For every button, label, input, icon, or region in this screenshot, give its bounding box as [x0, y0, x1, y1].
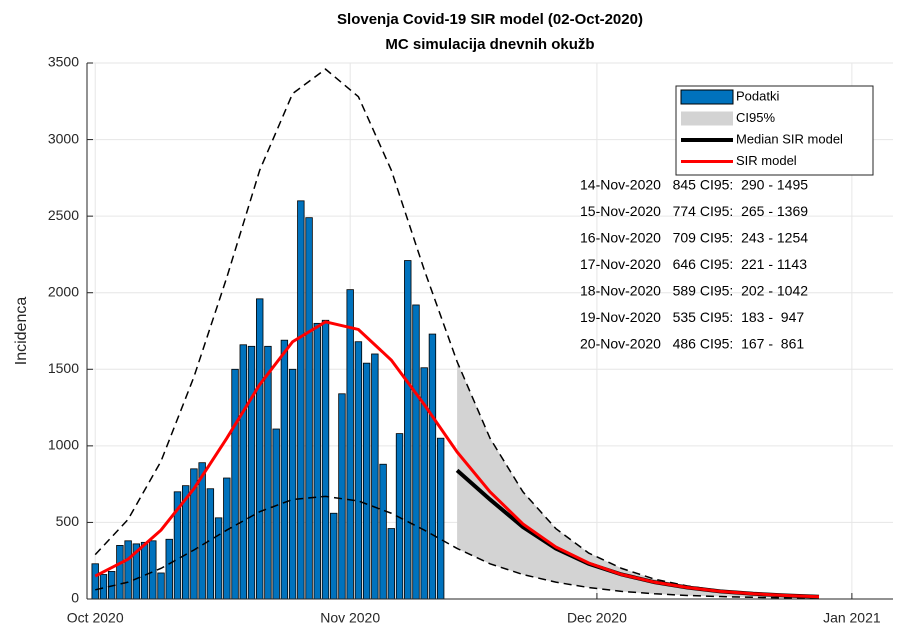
bar	[116, 545, 124, 600]
y-tick-label: 500	[56, 513, 80, 529]
y-tick-label: 2500	[48, 207, 79, 223]
legend-label: SIR model	[736, 153, 797, 168]
chart-title: Slovenja Covid-19 SIR model (02-Oct-2020…	[337, 11, 643, 28]
bar	[149, 540, 157, 600]
bar	[140, 541, 149, 600]
bar	[305, 217, 313, 600]
y-tick-label: 2000	[48, 283, 79, 299]
bar	[272, 428, 280, 600]
y-tick-label: 1000	[48, 437, 79, 453]
annotation: 14-Nov-2020 845 CI95: 290 - 1495	[580, 177, 808, 193]
legend-label: CI95%	[736, 110, 775, 125]
bar	[91, 563, 99, 600]
x-tick-label: Nov 2020	[320, 610, 380, 626]
bar	[223, 477, 231, 600]
bar	[387, 528, 395, 600]
x-tick-label: Jan 2021	[823, 610, 881, 626]
bar	[124, 540, 132, 600]
bar	[346, 289, 354, 600]
bar	[379, 463, 387, 600]
legend-swatch	[681, 111, 733, 126]
legend-label: Median SIR model	[736, 131, 843, 146]
annotation: 19-Nov-2020 535 CI95: 183 - 947	[580, 309, 804, 325]
bar	[280, 339, 289, 600]
bar	[412, 304, 420, 600]
bar	[371, 353, 379, 600]
bar	[354, 341, 363, 600]
bar	[165, 538, 173, 600]
bar	[231, 368, 239, 600]
bar	[198, 462, 206, 600]
y-tick-label: 3000	[48, 130, 79, 146]
x-tick-label: Dec 2020	[567, 610, 627, 626]
bar	[313, 322, 321, 600]
bar	[297, 200, 305, 600]
x-tick-label: Oct 2020	[67, 610, 124, 626]
chart-subtitle: MC simulacija dnevnih okužb	[385, 36, 594, 53]
y-tick-label: 3500	[48, 54, 79, 70]
bar	[157, 572, 165, 600]
bar	[321, 319, 330, 600]
annotation: 15-Nov-2020 774 CI95: 265 - 1369	[580, 203, 808, 219]
bar	[338, 393, 346, 600]
bar	[362, 362, 371, 600]
bar	[404, 260, 412, 600]
bar	[99, 574, 108, 600]
legend-swatch	[680, 89, 734, 105]
bar	[288, 368, 297, 600]
bar	[428, 333, 437, 600]
line	[94, 320, 820, 599]
y-axis-label: Incidenca	[13, 297, 30, 366]
lower-bound	[95, 495, 819, 599]
bar	[256, 298, 264, 600]
bar	[206, 488, 215, 600]
legend-label: Podatki	[736, 88, 779, 103]
bar	[264, 345, 272, 600]
bar	[436, 437, 445, 600]
y-tick-label: 1500	[48, 360, 79, 376]
bar	[330, 512, 338, 600]
annotation: 20-Nov-2020 486 CI95: 167 - 861	[580, 336, 804, 352]
bar	[214, 517, 223, 600]
y-tick-label: 0	[71, 590, 79, 606]
annotation: 18-Nov-2020 589 CI95: 202 - 1042	[580, 283, 808, 299]
bar	[247, 345, 256, 600]
ci-band	[457, 361, 819, 599]
annotation: 17-Nov-2020 646 CI95: 221 - 1143	[580, 256, 807, 272]
annotation: 16-Nov-2020 709 CI95: 243 - 1254	[580, 230, 808, 246]
bar	[239, 344, 247, 600]
